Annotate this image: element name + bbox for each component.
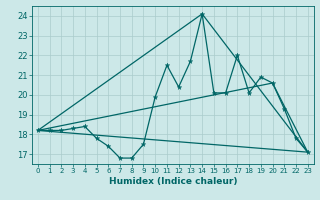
X-axis label: Humidex (Indice chaleur): Humidex (Indice chaleur) (108, 177, 237, 186)
